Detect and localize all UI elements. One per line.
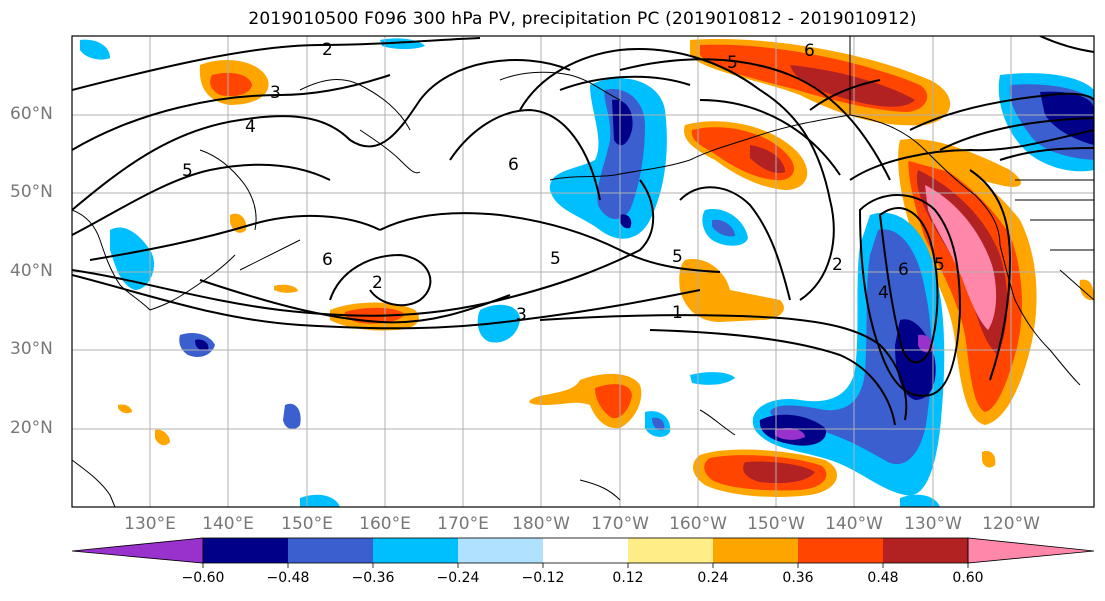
colorbar-segment <box>628 538 713 563</box>
contour-label: 6 <box>898 260 909 280</box>
colorbar <box>71 537 1095 568</box>
contour-label: 5 <box>727 53 738 73</box>
colorbar-tick-label: −0.36 <box>351 570 395 586</box>
colorbar-segment <box>373 538 458 563</box>
contour-label: 6 <box>804 41 815 61</box>
contour-label: 5 <box>934 255 945 275</box>
lon-tick-label: 130°E <box>124 514 176 534</box>
contour-label: 1 <box>672 303 683 323</box>
plot-title: 2019010500 F096 300 hPa PV, precipitatio… <box>248 9 917 29</box>
lon-tick-label: 170°E <box>437 514 489 534</box>
colorbar-segment <box>288 538 373 563</box>
contour-label: 6 <box>322 250 333 270</box>
coastlines <box>72 36 1094 507</box>
colorbar-segment <box>713 538 798 563</box>
lon-tick-label: 150°W <box>747 514 805 534</box>
contour-label-group: 2 3 4 5 6 5 6 5 6 2 2 3 1 5 6 4 5 <box>182 40 945 325</box>
contour-label: 4 <box>245 117 256 137</box>
contour-label: 5 <box>182 161 193 181</box>
colorbar-segment <box>203 538 288 563</box>
colorbar-upper-extension <box>967 537 1095 564</box>
colorbar-segment <box>543 538 628 563</box>
colorbar-tick-label: −0.60 <box>181 570 225 586</box>
lon-tick-label: 130°W <box>904 514 962 534</box>
lat-tick-label: 60°N <box>10 104 53 124</box>
colorbar-tick-label: −0.24 <box>436 570 480 586</box>
colorbar-tick-label: 0.12 <box>612 570 644 586</box>
precipitation-shading <box>80 38 1094 507</box>
colorbar-tick-label: 0.24 <box>697 570 729 586</box>
colorbar-tick-label: 0.36 <box>782 570 814 586</box>
contour-label: 2 <box>322 40 333 60</box>
lat-tick-label: 20°N <box>10 418 53 438</box>
contour-label: 2 <box>372 273 383 293</box>
lon-tick-label: 160°E <box>359 514 411 534</box>
map-frame <box>71 35 1095 508</box>
lat-tick-label: 50°N <box>10 182 53 202</box>
lon-tick-label: 140°W <box>825 514 883 534</box>
lon-tick-label: 120°W <box>982 514 1040 534</box>
colorbar-lower-extension <box>71 537 204 564</box>
colorbar-segment <box>883 538 968 563</box>
lat-tick-label: 30°N <box>10 339 53 359</box>
gridlines <box>72 36 1094 507</box>
lat-tick-label: 40°N <box>10 261 53 281</box>
colorbar-segment <box>798 538 883 563</box>
contour-label: 6 <box>508 155 519 175</box>
contour-label: 5 <box>672 247 683 267</box>
lon-tick-label: 180°W <box>512 514 570 534</box>
colorbar-tick-label: 0.60 <box>952 570 984 586</box>
lon-tick-label: 170°W <box>591 514 649 534</box>
colorbar-tick-label: 0.48 <box>867 570 899 586</box>
colorbar-tick-label: −0.12 <box>521 570 565 586</box>
contour-label: 3 <box>516 305 527 325</box>
contour-label: 3 <box>270 83 281 103</box>
contour-label: 2 <box>832 255 843 275</box>
colorbar-segment <box>458 538 543 563</box>
lon-tick-label: 140°E <box>202 514 254 534</box>
lon-tick-label: 160°W <box>669 514 727 534</box>
colorbar-tick-label: −0.48 <box>266 570 310 586</box>
lon-tick-label: 150°E <box>281 514 333 534</box>
contour-label: 5 <box>550 249 561 269</box>
precip-pos-central <box>679 259 784 322</box>
contour-label: 4 <box>878 283 889 303</box>
pv-contours <box>72 36 1094 426</box>
